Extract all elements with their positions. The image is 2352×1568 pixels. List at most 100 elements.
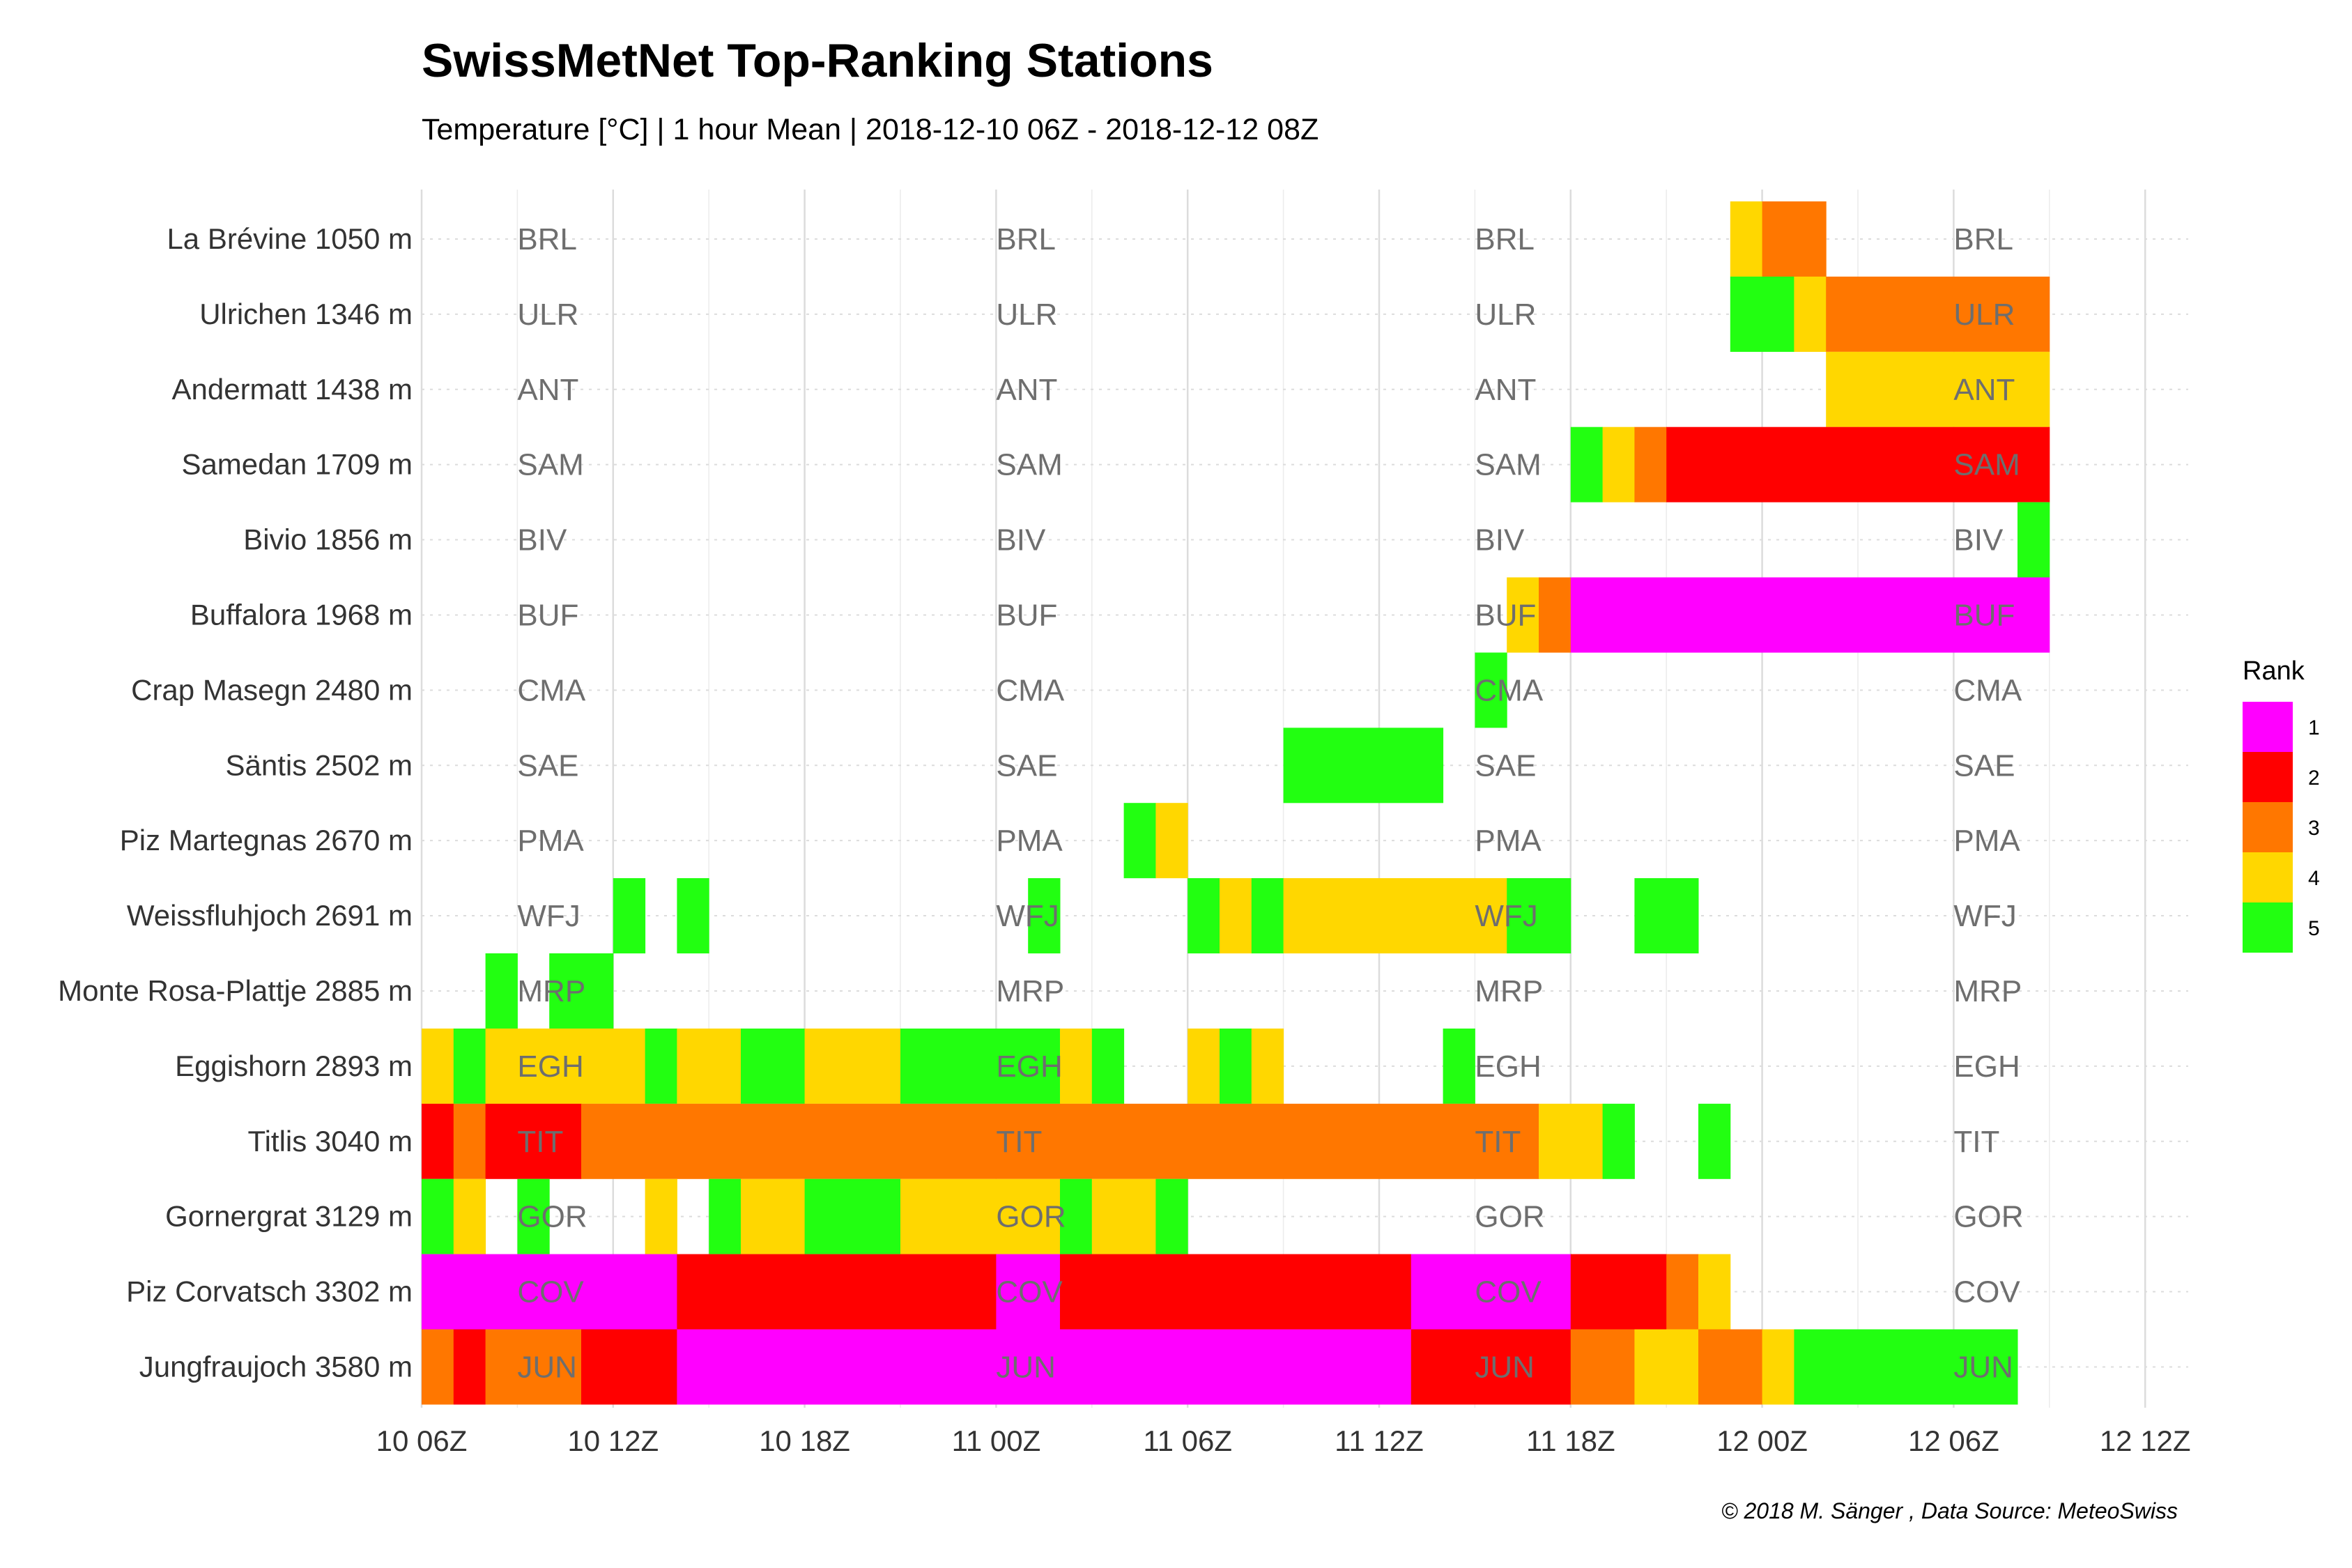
rank-tile: [1060, 1028, 1093, 1104]
station-code-label: TIT: [517, 1125, 563, 1159]
rank-tile: [1570, 426, 1604, 502]
rank-tile: [804, 1178, 901, 1254]
legend-swatch: [2243, 802, 2293, 852]
rank-tile: [1539, 1103, 1604, 1179]
legend-label: 3: [2308, 817, 2320, 840]
rank-tile: [1730, 276, 1794, 352]
x-tick-label: 11 12Z: [1335, 1424, 1424, 1457]
y-tick-label: Buffalora 1968 m: [190, 598, 413, 631]
station-code-label: PMA: [517, 824, 584, 858]
rank-tile: [1698, 1254, 1731, 1330]
station-code-label: EGH: [1475, 1050, 1541, 1084]
rank-tile: [1155, 803, 1188, 879]
rank-tile: [453, 1028, 486, 1104]
rank-tile: [1762, 201, 1827, 277]
station-code-label: WFJ: [996, 899, 1059, 933]
rank-tile: [1091, 1028, 1125, 1104]
rank-tile: [1251, 878, 1284, 954]
y-tick-label: La Brévine 1050 m: [167, 222, 413, 255]
x-tick-label: 10 12Z: [567, 1424, 659, 1457]
rank-tile: [1187, 878, 1220, 954]
y-tick-label: Piz Martegnas 2670 m: [120, 824, 413, 856]
station-code-label: JUN: [1953, 1350, 2013, 1384]
rank-tile: [804, 1028, 901, 1104]
legend-title: Rank: [2243, 656, 2305, 686]
y-tick-label: Andermatt 1438 m: [171, 373, 413, 406]
rank-tile: [1570, 1329, 1635, 1405]
station-code-label: SAE: [996, 748, 1057, 783]
rank-tile: [1220, 1028, 1252, 1104]
rank-tile: [741, 1178, 806, 1254]
rank-tile: [1698, 1329, 1763, 1405]
x-tick-label: 11 06Z: [1143, 1424, 1232, 1457]
rank-tile: [1091, 1178, 1156, 1254]
rank-tile: [1794, 276, 1827, 352]
source-caption: © 2018 M. Sänger , Data Source: MeteoSwi…: [1721, 1498, 2178, 1523]
station-code-label: BIV: [1475, 523, 1525, 558]
rank-tile: [1602, 1103, 1635, 1179]
station-code-label: PMA: [996, 824, 1063, 858]
station-code-label: JUN: [996, 1350, 1056, 1384]
rank-tile: [677, 1329, 997, 1405]
station-code-label: ANT: [517, 373, 578, 407]
station-code-label: ULR: [996, 298, 1057, 332]
y-tick-label: Eggishorn 2893 m: [175, 1050, 413, 1082]
station-code-label: PMA: [1475, 824, 1542, 858]
station-code-label: EGH: [517, 1050, 583, 1084]
rank-tile: [1570, 1254, 1667, 1330]
station-code-label: ANT: [996, 373, 1057, 407]
station-code-label: EGH: [1953, 1050, 2020, 1084]
rank-tile: [453, 1103, 486, 1179]
rank-tile: [1251, 1028, 1284, 1104]
y-tick-label: Ulrichen 1346 m: [199, 298, 413, 330]
station-code-label: COV: [996, 1275, 1063, 1309]
rank-tile: [1730, 201, 1763, 277]
station-code-label: JUN: [1475, 1350, 1535, 1384]
rank-tile: [1443, 1028, 1475, 1104]
station-code-label: SAM: [517, 448, 583, 482]
station-code-label: BIV: [1953, 523, 2004, 558]
y-tick-label: Jungfraujoch 3580 m: [139, 1350, 413, 1383]
station-code-label: WFJ: [517, 899, 580, 933]
x-tick-label: 12 06Z: [1908, 1424, 1999, 1457]
rank-tile: [517, 1178, 550, 1254]
station-code-label: CMA: [996, 673, 1064, 707]
x-tick-label: 10 18Z: [759, 1424, 850, 1457]
legend-swatch: [2243, 702, 2293, 752]
legend-swatch: [2243, 902, 2293, 953]
x-tick-label: 12 00Z: [1716, 1424, 1808, 1457]
station-code-label: ANT: [1953, 373, 2015, 407]
station-code-label: JUN: [517, 1350, 577, 1384]
station-code-label: TIT: [1475, 1125, 1521, 1159]
station-code-label: CMA: [1475, 673, 1543, 707]
station-code-label: SAE: [517, 748, 578, 783]
rank-tile: [1220, 878, 1252, 954]
rank-tile: [677, 1254, 997, 1330]
x-tick-label: 11 00Z: [952, 1424, 1041, 1457]
rank-tile: [996, 1329, 1061, 1405]
station-code-label: BIV: [996, 523, 1046, 558]
station-code-label: SAM: [1953, 448, 2020, 482]
rank-tile: [422, 1329, 454, 1405]
rank-tile: [1123, 803, 1156, 879]
station-code-label: GOR: [517, 1200, 587, 1234]
rank-tile: [1762, 1329, 1794, 1405]
rank-tile: [1283, 878, 1507, 954]
y-tick-label: Monte Rosa-Plattje 2885 m: [58, 974, 413, 1007]
rank-tile: [549, 953, 614, 1029]
station-code-label: MRP: [1475, 974, 1543, 1008]
rank-tile: [645, 1178, 677, 1254]
rank-tile: [1060, 1178, 1093, 1254]
station-code-label: BRL: [1953, 222, 2013, 256]
rank-tile: [1634, 878, 1699, 954]
rank-tile: [1060, 1329, 1412, 1405]
legend-label: 1: [2308, 716, 2320, 739]
rank-tile: [422, 1103, 454, 1179]
rank-tile: [1666, 426, 2050, 502]
station-code-label: PMA: [1953, 824, 2020, 858]
rank-tile: [485, 953, 518, 1029]
rank-tile: [1283, 728, 1444, 804]
rank-tile: [645, 1028, 677, 1104]
station-code-label: SAM: [996, 448, 1062, 482]
